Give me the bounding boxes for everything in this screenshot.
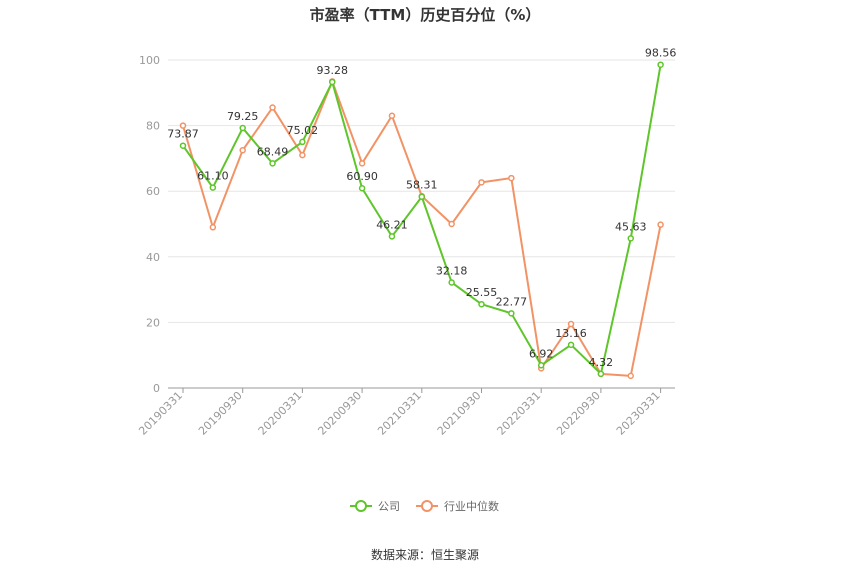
data-label: 61.10 — [197, 170, 229, 183]
x-tick-label: 20230331 — [614, 389, 663, 438]
data-point-company[interactable] — [627, 235, 634, 242]
data-point-industry-median[interactable] — [567, 320, 575, 328]
data-label: 25.55 — [466, 286, 498, 299]
data-label: 98.56 — [645, 47, 677, 60]
y-tick-label: 60 — [146, 185, 160, 198]
chart-title: 市盈率（TTM）历史百分位（%） — [310, 6, 541, 24]
data-point-industry-median[interactable] — [209, 224, 217, 231]
data-point-company[interactable] — [358, 184, 366, 192]
legend-marker-industry-median[interactable] — [421, 500, 433, 512]
data-label: 68.49 — [257, 145, 289, 158]
data-label: 58.31 — [406, 179, 438, 192]
y-tick-label: 20 — [146, 316, 160, 329]
data-label: 75.02 — [287, 124, 319, 137]
data-point-industry-median[interactable] — [269, 104, 276, 111]
y-tick-label: 0 — [153, 382, 160, 395]
x-tick-label: 20220331 — [495, 389, 544, 438]
legend-marker-company[interactable] — [355, 500, 367, 512]
x-axis: 20190331 20190930 20200331 20200930 20210331… — [136, 387, 675, 438]
data-point-company[interactable] — [299, 138, 306, 146]
data-point-company[interactable] — [388, 233, 396, 240]
x-tick-label: 20190331 — [136, 389, 185, 438]
legend-label-company[interactable]: 公司 — [378, 500, 400, 513]
data-point-company[interactable] — [179, 142, 187, 149]
data-label: 46.21 — [376, 218, 408, 231]
data-label: 13.16 — [555, 327, 587, 340]
data-point-industry-median[interactable] — [478, 179, 485, 186]
x-tick-label: 20200930 — [315, 389, 364, 438]
data-point-industry-median[interactable] — [239, 146, 246, 154]
y-axis-ticks: 0 20 40 60 80 100 — [139, 54, 160, 395]
data-point-company[interactable] — [209, 184, 217, 191]
data-point-company[interactable] — [508, 310, 515, 317]
data-labels: 73.87 61.10 79.25 68.49 75.02 93.28 60.90 46.21… — [167, 47, 676, 369]
data-point-company[interactable] — [418, 193, 426, 200]
x-tick-label: 20220930 — [554, 389, 603, 438]
data-label: 79.25 — [227, 110, 259, 123]
data-label: 32.18 — [436, 264, 468, 277]
y-tick-label: 100 — [139, 54, 160, 67]
data-point-industry-median[interactable] — [388, 112, 396, 120]
data-point-company[interactable] — [448, 279, 455, 286]
data-point-industry-median[interactable] — [508, 174, 515, 182]
gridlines — [168, 59, 675, 323]
data-point-industry-median[interactable] — [448, 220, 455, 228]
source-note: 数据来源：恒生聚源 — [371, 547, 479, 562]
data-point-industry-median[interactable] — [657, 221, 664, 228]
x-tick-label: 20210331 — [375, 389, 424, 438]
series-group — [179, 61, 664, 380]
data-point-company[interactable] — [239, 124, 246, 132]
data-point-industry-median[interactable] — [179, 122, 187, 129]
data-point-company[interactable] — [597, 370, 605, 378]
data-label: 22.77 — [496, 295, 528, 308]
data-label: 73.87 — [167, 128, 199, 141]
data-point-company[interactable] — [657, 61, 664, 68]
data-point-industry-median[interactable] — [627, 372, 634, 380]
y-tick-label: 40 — [146, 251, 160, 264]
x-tick-label: 20210930 — [435, 389, 484, 438]
data-label: 93.28 — [317, 64, 349, 77]
x-tick-label: 20190930 — [196, 389, 245, 438]
data-point-industry-median[interactable] — [358, 160, 366, 167]
data-point-company[interactable] — [478, 300, 485, 308]
data-label: 6.92 — [529, 347, 554, 360]
x-tick-label: 20200331 — [256, 389, 305, 438]
data-label: 4.32 — [589, 356, 614, 369]
data-point-company[interactable] — [567, 341, 575, 349]
data-point-company[interactable] — [537, 362, 545, 369]
data-point-company[interactable] — [329, 78, 336, 86]
data-label: 60.90 — [346, 170, 378, 183]
data-point-company[interactable] — [269, 160, 276, 167]
legend-label-industry-median[interactable]: 行业中位数 — [444, 499, 499, 513]
legend[interactable]: 公司 行业中位数 — [350, 499, 499, 513]
data-point-industry-median[interactable] — [299, 151, 306, 159]
y-tick-label: 80 — [146, 120, 160, 133]
data-label: 45.63 — [615, 220, 647, 233]
